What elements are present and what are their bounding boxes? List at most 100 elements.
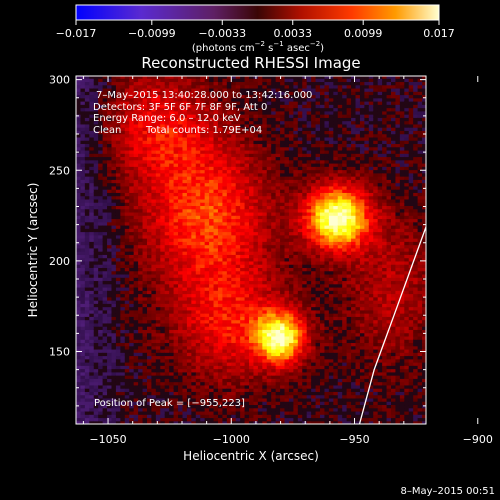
heatmap-pixel — [120, 267, 126, 272]
heatmap-pixel — [191, 345, 197, 350]
heatmap-pixel — [271, 211, 277, 216]
heatmap-pixel — [169, 286, 175, 291]
heatmap-pixel — [178, 313, 184, 317]
heatmap-pixel — [262, 149, 268, 154]
heatmap-pixel — [80, 94, 86, 99]
heatmap-pixel — [151, 329, 157, 334]
heatmap-pixel — [98, 136, 104, 141]
heatmap-pixel — [195, 130, 201, 135]
heatmap-pixel — [235, 149, 241, 154]
heatmap-pixel — [120, 381, 126, 386]
heatmap-pixel — [200, 358, 206, 363]
heatmap-pixel — [262, 306, 268, 311]
heatmap-pixel — [133, 362, 139, 366]
heatmap-pixel — [217, 303, 224, 308]
heatmap-pixel — [155, 417, 161, 422]
heatmap-pixel — [98, 300, 104, 304]
heatmap-pixel — [124, 407, 130, 412]
heatmap-pixel — [76, 355, 82, 360]
heatmap-pixel — [257, 352, 263, 357]
heatmap-pixel — [275, 417, 281, 422]
heatmap-pixel — [226, 205, 232, 210]
heatmap-pixel — [266, 309, 272, 314]
heatmap-pixel — [80, 192, 86, 197]
heatmap-pixel — [102, 355, 108, 360]
heatmap-pixel — [155, 185, 161, 190]
heatmap-pixel — [253, 172, 259, 177]
heatmap-pixel — [231, 189, 237, 193]
heatmap-pixel — [186, 316, 192, 321]
heatmap-pixel — [120, 107, 126, 112]
heatmap-pixel — [146, 348, 153, 353]
heatmap-pixel — [240, 381, 246, 386]
heatmap-pixel — [115, 163, 121, 167]
heatmap-pixel — [204, 218, 210, 223]
heatmap-pixel — [209, 166, 215, 171]
heatmap-pixel — [160, 110, 166, 115]
heatmap-pixel — [120, 185, 126, 190]
heatmap-pixel — [182, 384, 188, 389]
heatmap-pixel — [98, 316, 104, 321]
heatmap-pixel — [107, 365, 113, 370]
heatmap-pixel — [209, 159, 215, 164]
heatmap-pixel — [266, 238, 272, 242]
heatmap-pixel — [275, 87, 281, 92]
heatmap-pixel — [173, 293, 179, 298]
heatmap-pixel — [253, 410, 259, 415]
heatmap-pixel — [111, 283, 117, 288]
heatmap-pixel — [111, 352, 117, 357]
heatmap-pixel — [231, 143, 237, 148]
heatmap-pixel — [249, 202, 255, 207]
heatmap-pixel — [262, 267, 268, 272]
heatmap-pixel — [182, 309, 188, 314]
heatmap-pixel — [249, 205, 255, 210]
heatmap-pixel — [124, 101, 130, 105]
heatmap-pixel — [186, 410, 192, 415]
heatmap-pixel — [186, 146, 192, 151]
heatmap-pixel — [200, 277, 206, 282]
heatmap-pixel — [257, 202, 263, 207]
heatmap-pixel — [257, 293, 263, 298]
heatmap-pixel — [257, 159, 263, 164]
heatmap-pixel — [266, 417, 272, 422]
heatmap-pixel — [133, 238, 139, 242]
heatmap-pixel — [222, 133, 228, 138]
heatmap-pixel — [93, 420, 99, 424]
heatmap-pixel — [231, 368, 237, 373]
heatmap-pixel — [84, 228, 90, 233]
heatmap-pixel — [107, 378, 113, 383]
heatmap-pixel — [213, 159, 219, 164]
heatmap-pixel — [98, 123, 104, 128]
heatmap-pixel — [124, 420, 130, 424]
heatmap-pixel — [146, 260, 153, 265]
heatmap-pixel — [235, 397, 241, 402]
heatmap-pixel — [217, 254, 224, 259]
heatmap-pixel — [280, 303, 286, 308]
heatmap-pixel — [151, 410, 157, 415]
heatmap-pixel — [93, 260, 99, 265]
heatmap-pixel — [155, 362, 161, 366]
heatmap-pixel — [217, 391, 224, 396]
heatmap-pixel — [120, 273, 126, 278]
heatmap-pixel — [186, 81, 192, 86]
heatmap-pixel — [226, 110, 232, 115]
heatmap-pixel — [160, 130, 166, 135]
heatmap-pixel — [186, 234, 192, 239]
heatmap-pixel — [213, 101, 219, 105]
heatmap-pixel — [178, 273, 184, 278]
heatmap-pixel — [138, 375, 144, 379]
heatmap-pixel — [169, 163, 175, 167]
heatmap-pixel — [182, 375, 188, 379]
heatmap-pixel — [262, 169, 268, 174]
heatmap-pixel — [102, 290, 108, 295]
heatmap-pixel — [146, 293, 153, 298]
heatmap-pixel — [124, 290, 130, 295]
heatmap-pixel — [80, 300, 86, 304]
heatmap-pixel — [275, 120, 281, 125]
heatmap-pixel — [253, 306, 259, 311]
heatmap-pixel — [195, 208, 201, 213]
heatmap-pixel — [155, 202, 161, 207]
heatmap-pixel — [195, 306, 201, 311]
heatmap-pixel — [89, 234, 95, 239]
heatmap-pixel — [231, 224, 237, 229]
